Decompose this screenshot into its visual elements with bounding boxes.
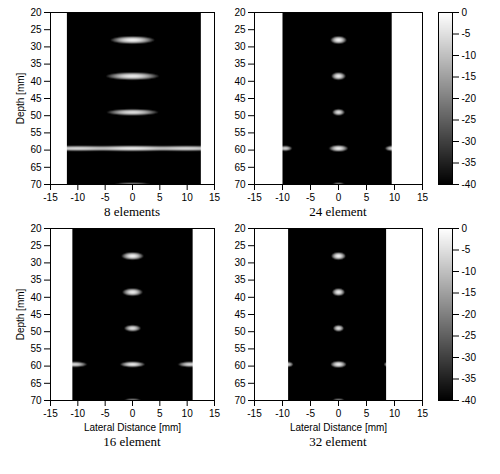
svg-text:-5: -5	[462, 28, 471, 39]
svg-text:65: 65	[30, 162, 42, 173]
svg-text:-15: -15	[462, 71, 477, 82]
svg-text:60: 60	[234, 144, 246, 155]
svg-text:10: 10	[182, 408, 194, 419]
svg-text:25: 25	[30, 24, 42, 35]
svg-text:-30: -30	[462, 136, 477, 147]
svg-text:55: 55	[234, 343, 246, 354]
svg-text:70: 70	[30, 179, 42, 190]
svg-text:55: 55	[234, 127, 246, 138]
svg-text:15: 15	[209, 192, 221, 203]
svg-text:70: 70	[234, 179, 246, 190]
svg-text:15: 15	[209, 408, 221, 419]
svg-text:Lateral Distance [mm]: Lateral Distance [mm]	[290, 422, 387, 433]
svg-text:-5: -5	[101, 192, 110, 203]
svg-text:60: 60	[30, 144, 42, 155]
svg-text:45: 45	[30, 93, 42, 104]
svg-text:10: 10	[389, 408, 401, 419]
svg-text:-35: -35	[462, 373, 477, 384]
svg-text:60: 60	[234, 360, 246, 371]
svg-text:45: 45	[234, 93, 246, 104]
svg-text:-15: -15	[43, 408, 58, 419]
svg-text:0: 0	[336, 192, 342, 203]
svg-text:-20: -20	[462, 309, 477, 320]
svg-text:55: 55	[30, 127, 42, 138]
svg-text:50: 50	[234, 110, 246, 121]
svg-text:30: 30	[30, 257, 42, 268]
svg-text:30: 30	[234, 41, 246, 52]
svg-text:50: 50	[30, 326, 42, 337]
svg-text:30: 30	[30, 41, 42, 52]
svg-text:20: 20	[234, 7, 246, 18]
svg-text:-5: -5	[306, 192, 315, 203]
svg-text:-30: -30	[462, 352, 477, 363]
svg-text:-25: -25	[462, 114, 477, 125]
svg-text:0: 0	[462, 223, 468, 234]
svg-text:5: 5	[157, 408, 163, 419]
svg-text:65: 65	[234, 378, 246, 389]
svg-text:50: 50	[234, 326, 246, 337]
svg-text:-10: -10	[462, 50, 477, 61]
svg-text:5: 5	[364, 192, 370, 203]
svg-text:0: 0	[336, 408, 342, 419]
svg-text:-35: -35	[462, 157, 477, 168]
svg-text:60: 60	[30, 360, 42, 371]
svg-text:25: 25	[234, 24, 246, 35]
svg-text:-5: -5	[462, 244, 471, 255]
svg-text:-15: -15	[43, 192, 58, 203]
svg-text:-10: -10	[462, 266, 477, 277]
svg-text:65: 65	[234, 162, 246, 173]
svg-text:20: 20	[234, 223, 246, 234]
svg-text:10: 10	[389, 192, 401, 203]
svg-text:-5: -5	[306, 408, 315, 419]
svg-text:0: 0	[130, 408, 136, 419]
svg-text:25: 25	[234, 240, 246, 251]
svg-text:-40: -40	[462, 395, 477, 406]
svg-text:-15: -15	[247, 192, 262, 203]
svg-text:50: 50	[30, 110, 42, 121]
svg-text:Lateral Distance [mm]: Lateral Distance [mm]	[84, 422, 181, 433]
svg-text:45: 45	[234, 309, 246, 320]
svg-text:-40: -40	[462, 179, 477, 190]
svg-text:20: 20	[30, 7, 42, 18]
svg-text:15: 15	[417, 192, 429, 203]
svg-text:-5: -5	[101, 408, 110, 419]
html-text:32 element: 32 element	[309, 434, 367, 449]
svg-text:-25: -25	[462, 330, 477, 341]
svg-text:-10: -10	[275, 192, 290, 203]
svg-text:20: 20	[30, 223, 42, 234]
svg-text:5: 5	[364, 408, 370, 419]
svg-text:25: 25	[30, 240, 42, 251]
svg-text:65: 65	[30, 378, 42, 389]
svg-text:40: 40	[30, 76, 42, 87]
html-text:16 element: 16 element	[103, 434, 161, 449]
svg-text:70: 70	[30, 395, 42, 406]
svg-text:30: 30	[234, 257, 246, 268]
svg-text:5: 5	[157, 192, 163, 203]
html-text:24 element: 24 element	[309, 204, 367, 219]
svg-text:35: 35	[234, 58, 246, 69]
svg-text:-20: -20	[462, 93, 477, 104]
svg-text:55: 55	[30, 343, 42, 354]
svg-text:15: 15	[417, 408, 429, 419]
svg-text:-10: -10	[275, 408, 290, 419]
svg-text:-15: -15	[462, 287, 477, 298]
svg-text:0: 0	[130, 192, 136, 203]
svg-text:-10: -10	[71, 192, 86, 203]
svg-text:-10: -10	[71, 408, 86, 419]
html-text:8 elements: 8 elements	[104, 204, 160, 219]
svg-text:10: 10	[182, 192, 194, 203]
svg-text:40: 40	[30, 292, 42, 303]
svg-text:70: 70	[234, 395, 246, 406]
svg-text:40: 40	[234, 76, 246, 87]
svg-text:35: 35	[30, 274, 42, 285]
svg-text:35: 35	[30, 58, 42, 69]
svg-text:Depth [mm]: Depth [mm]	[15, 72, 26, 124]
svg-text:40: 40	[234, 292, 246, 303]
svg-text:0: 0	[462, 7, 468, 18]
svg-text:Depth [mm]: Depth [mm]	[15, 288, 26, 340]
svg-text:-15: -15	[247, 408, 262, 419]
svg-text:45: 45	[30, 309, 42, 320]
svg-text:35: 35	[234, 274, 246, 285]
